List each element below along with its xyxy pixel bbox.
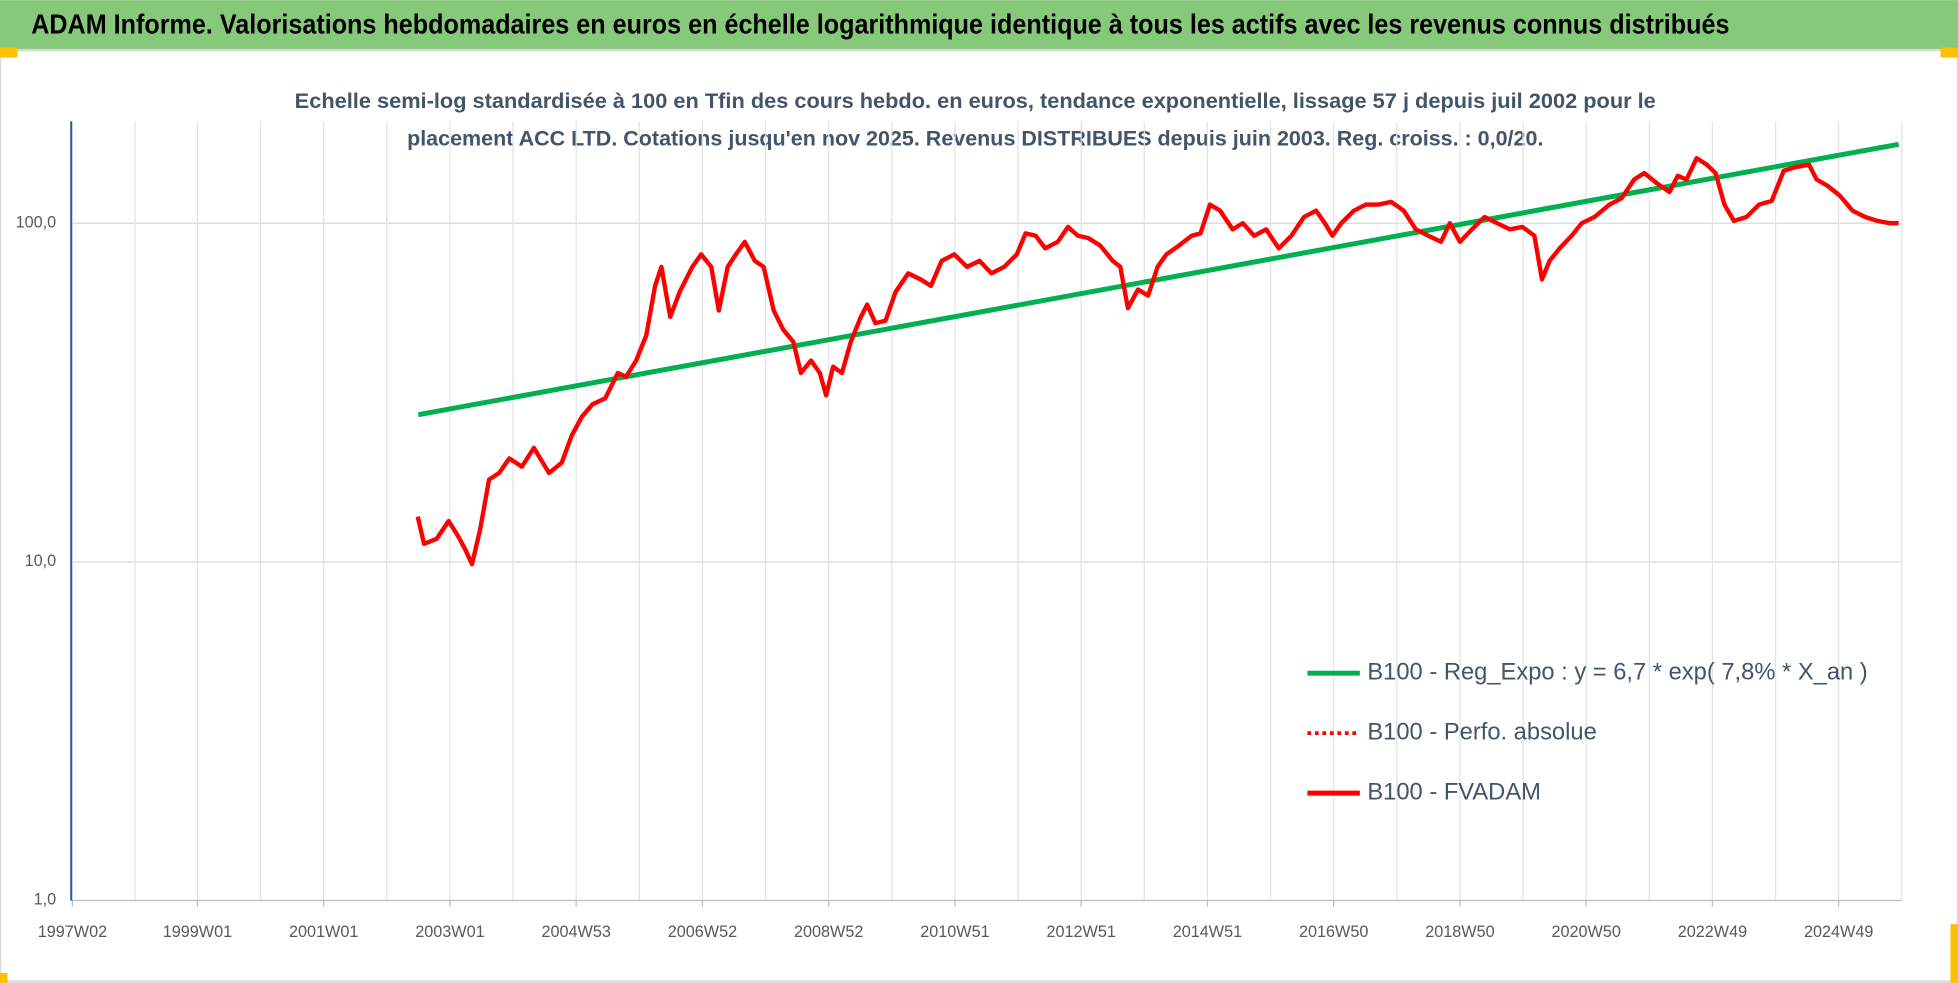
- y-tick-label: 1,0: [34, 891, 57, 909]
- x-tick-label: 2001W01: [289, 923, 358, 941]
- y-tick-label: 100,0: [16, 213, 57, 231]
- x-tick-label: 2024W49: [1804, 923, 1873, 941]
- x-tick-label: 1997W02: [38, 923, 107, 941]
- chart-subtitle: placement ACC LTD. Cotations jusqu'en no…: [407, 128, 1543, 151]
- legend-label: B100 - Reg_Expo : y = 6,7 * exp( 7,8% * …: [1367, 659, 1867, 685]
- x-tick-label: 2004W53: [541, 923, 610, 941]
- series-line: [417, 141, 1900, 418]
- grid: 1,0 10,0 100,0 1997W02 1999W01 2001W01 2003W01…: [16, 121, 1903, 941]
- x-tick-label: 1999W01: [163, 923, 232, 941]
- x-tick-label: 2012W51: [1046, 923, 1115, 941]
- series-line: [415, 155, 1899, 567]
- x-tick-label: 2003W01: [415, 923, 484, 941]
- corner-marker: [1940, 47, 1958, 58]
- chart-frame: [0, 48, 1958, 983]
- legend-label: B100 - Perfo. absolue: [1367, 719, 1596, 745]
- chart-subtitle: Echelle semi-log standardisée à 100 en T…: [295, 90, 1656, 113]
- corner-marker: [0, 47, 18, 58]
- plot-area: [415, 141, 1900, 567]
- x-tick-label: 2008W52: [794, 923, 863, 941]
- legend: B100 - Reg_Expo : y = 6,7 * exp( 7,8% * …: [1307, 659, 1868, 805]
- corner-marker: [0, 972, 8, 983]
- x-tick-label: 2022W49: [1678, 923, 1747, 941]
- x-tick-label: 2014W51: [1173, 923, 1242, 941]
- x-tick-label: 2020W50: [1551, 923, 1620, 941]
- header-bar: [0, 0, 1958, 51]
- x-tick-label: 2006W52: [668, 923, 737, 941]
- chart-title: ADAM Informe. Valorisations hebdomadaire…: [31, 9, 1729, 40]
- x-tick-label: 2018W50: [1425, 923, 1494, 941]
- corner-marker: [1950, 924, 1958, 983]
- x-tick-label: 2010W51: [920, 923, 989, 941]
- y-tick-label: 10,0: [25, 552, 57, 570]
- legend-label: B100 - FVADAM: [1367, 779, 1541, 805]
- x-tick-label: 2016W50: [1299, 923, 1368, 941]
